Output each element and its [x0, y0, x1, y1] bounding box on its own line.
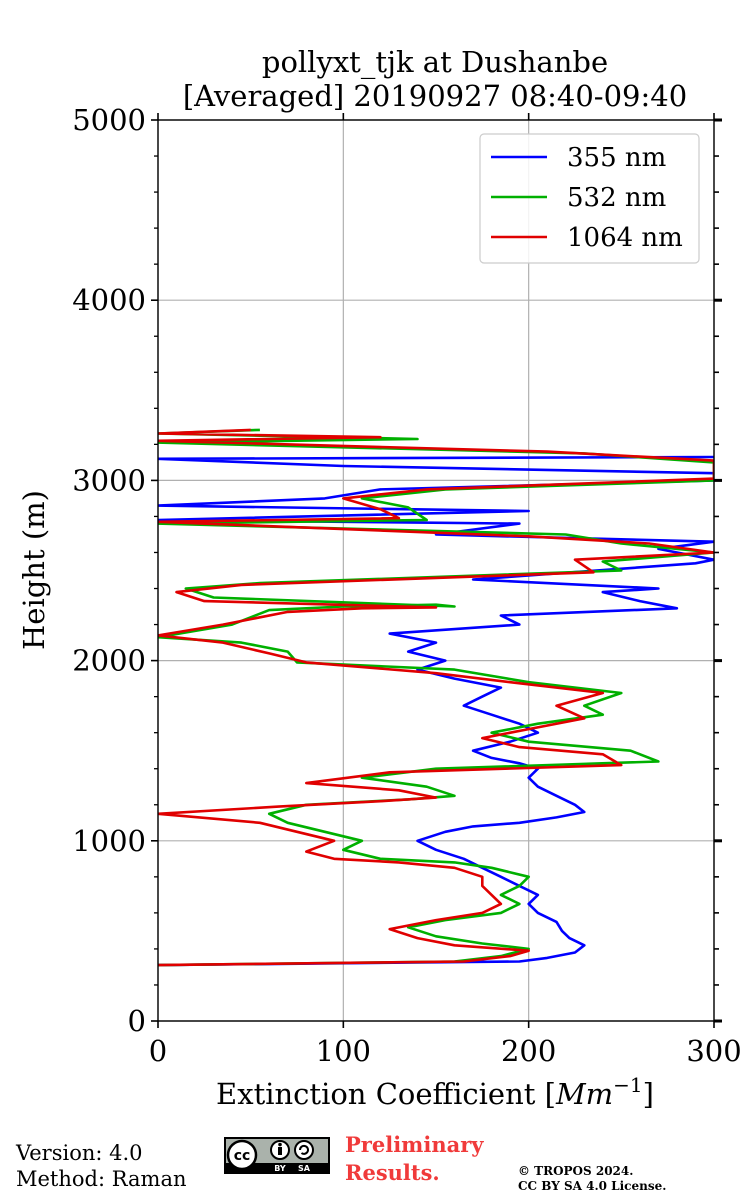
sa-label: SA [298, 1164, 311, 1173]
x-axis-label: Extinction Coefficient [Mm−1] [216, 1073, 654, 1111]
preliminary-line1: Preliminary [345, 1132, 484, 1157]
legend-label-355-nm: 355 nm [567, 143, 666, 173]
x-tick-label: 100 [316, 1034, 371, 1068]
cc-by-sa-license-icon: cc BY SA [224, 1137, 330, 1174]
version-label: Version: 4.0 [16, 1141, 143, 1165]
legend-box [479, 133, 700, 264]
plot-frame [157, 119, 715, 1022]
by-label: BY [274, 1164, 286, 1173]
version-method-text: Version: 4.0 Method: Raman [16, 1140, 187, 1192]
x-axis-unit-exponent: −1 [613, 1073, 642, 1097]
y-axis-label: Height (m) [17, 490, 51, 650]
legend: 355 nm 532 nm 1064 nm [479, 133, 700, 264]
preliminary-line2: Results. [345, 1160, 440, 1185]
legend-label-532-nm: 532 nm [567, 183, 666, 213]
y-tick-label: 2000 [72, 644, 146, 678]
method-label: Method: Raman [16, 1167, 187, 1191]
y-tick-label: 1000 [72, 824, 146, 858]
preliminary-results-note: Preliminary Results. [345, 1131, 484, 1187]
series-line-1064-nm [158, 428, 714, 967]
y-tick-label: 3000 [72, 463, 146, 497]
copyright-line2: CC BY SA 4.0 License. [518, 1179, 667, 1193]
y-tick-label: 0 [128, 1004, 146, 1038]
x-tick-label: 0 [149, 1034, 167, 1068]
cc-icon [226, 1139, 258, 1171]
series-lines [158, 428, 714, 967]
x-axis-unit: Mm [555, 1077, 613, 1111]
x-axis-label-close: ] [643, 1077, 654, 1111]
share-alike-icon [294, 1140, 314, 1160]
series-line-532-nm [158, 428, 714, 967]
copyright-line1: © TROPOS 2024. [518, 1164, 634, 1178]
chart-title-line1: pollyxt_tjk at Dushanbe [262, 45, 608, 80]
x-tick-label: 300 [686, 1034, 741, 1068]
x-axis-label-text: Extinction Coefficient [ [216, 1077, 556, 1111]
copyright-notice: © TROPOS 2024. CC BY SA 4.0 License. [518, 1164, 666, 1194]
cc-icon-text: cc [234, 1148, 251, 1164]
legend-label-1064-nm: 1064 nm [567, 223, 683, 253]
y-tick-label: 5000 [72, 103, 146, 137]
x-tick-label: 200 [501, 1034, 556, 1068]
y-tick-label: 4000 [72, 283, 146, 317]
chart-title-line2: [Averaged] 20190927 08:40-09:40 [183, 79, 687, 113]
